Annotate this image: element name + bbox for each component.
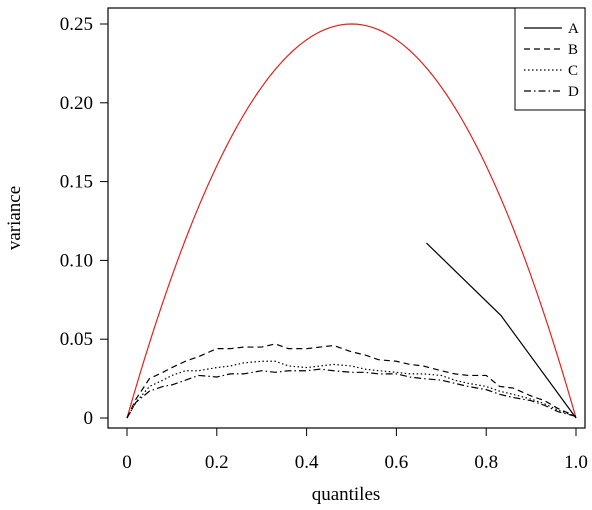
x-tick-label: 0.6: [385, 452, 409, 473]
y-tick-label: 0.25: [60, 14, 93, 35]
series-b-line: [126, 343, 577, 419]
y-axis-title: variance: [4, 186, 25, 250]
y-tick-label: 0.20: [60, 93, 93, 114]
y-tick-label: 0.05: [60, 329, 93, 350]
y-tick-label: 0.10: [60, 250, 93, 271]
series-c-line: [126, 360, 577, 419]
x-tick-label: 0.8: [474, 452, 498, 473]
series-a-line: [426, 242, 577, 419]
legend-label-a: A: [568, 21, 579, 37]
x-tick-label: 1.0: [564, 452, 588, 473]
legend-label-c: C: [568, 63, 578, 79]
x-tick-label: 0: [122, 452, 132, 473]
x-tick-label: 0.2: [205, 452, 229, 473]
reference-curve: [126, 23, 577, 419]
legend-box: [514, 7, 586, 111]
y-tick-label: 0.15: [60, 172, 93, 193]
y-axis: 0 0.05 0.10 0.15 0.20 0.25: [60, 14, 108, 429]
series-d-line: [126, 368, 577, 419]
legend-label-b: B: [568, 42, 578, 58]
legend-label-d: D: [568, 84, 579, 100]
x-tick-label: 0.4: [295, 452, 319, 473]
plot-area: [126, 23, 577, 419]
plot-frame: [107, 7, 586, 429]
x-axis: 0 0.2 0.4 0.6 0.8 1.0: [122, 428, 588, 473]
x-axis-title: quantiles: [312, 484, 381, 505]
y-tick-label: 0: [84, 408, 94, 429]
